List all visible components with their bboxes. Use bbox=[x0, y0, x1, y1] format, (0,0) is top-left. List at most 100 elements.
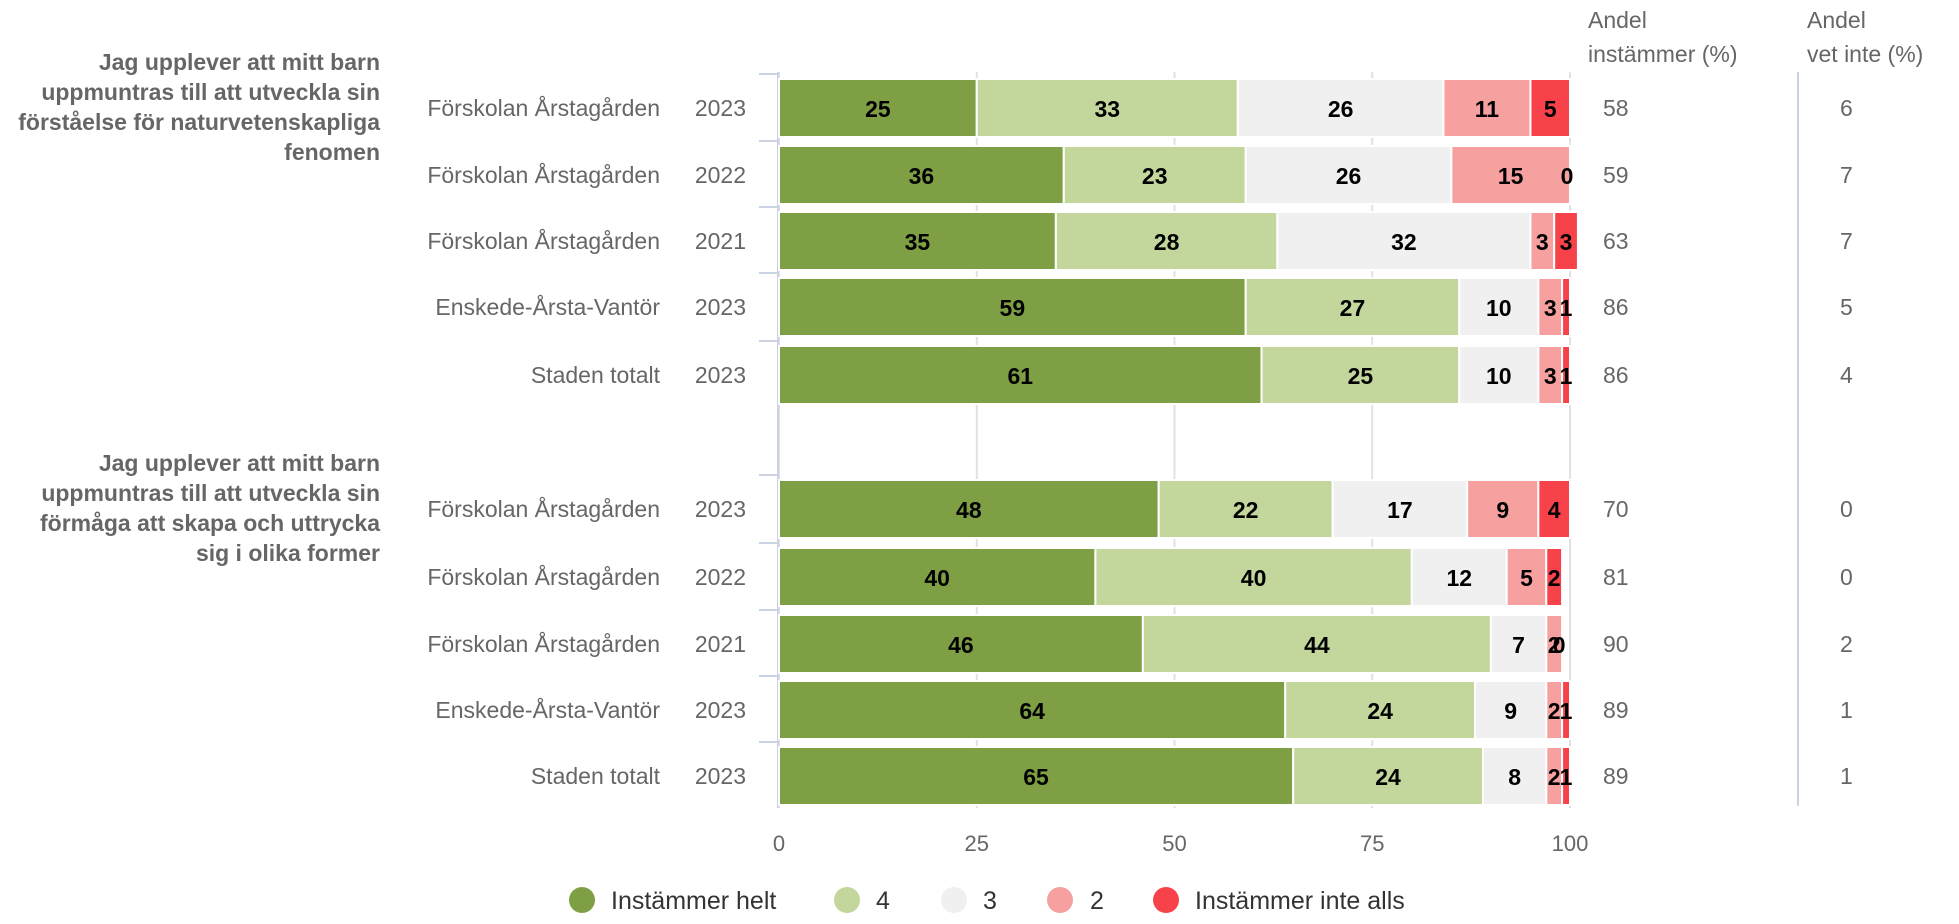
agree-percent-value: 90 bbox=[1603, 631, 1629, 657]
bar-value-label: 24 bbox=[1375, 764, 1401, 790]
bar-value-label: 32 bbox=[1391, 229, 1417, 255]
bar-segment bbox=[778, 614, 1144, 674]
question-title-line: Jag upplever att mitt barn bbox=[99, 49, 380, 75]
question-title-line: förståelse för naturvetenskapliga bbox=[18, 109, 380, 135]
bar-value-label: 9 bbox=[1504, 698, 1517, 724]
bar-segment bbox=[1529, 78, 1571, 138]
bar-segment bbox=[1244, 145, 1453, 205]
bar-value-label: 8 bbox=[1508, 764, 1521, 790]
legend-swatch bbox=[941, 887, 967, 913]
bar-value-label: 64 bbox=[1019, 698, 1045, 724]
bar-value-label: 1 bbox=[1560, 363, 1573, 389]
row-unit-label: Enskede-Årsta-Vantör bbox=[435, 293, 660, 320]
bar-segment bbox=[1236, 78, 1445, 138]
bar-value-label: 65 bbox=[1023, 764, 1049, 790]
row-unit-label: Förskolan Årstagården bbox=[427, 563, 660, 590]
legend-item-label: 2 bbox=[1090, 887, 1104, 915]
bar-value-label: 2 bbox=[1548, 764, 1561, 790]
x-axis: 0 25 50 75 100 bbox=[773, 831, 1588, 856]
bar-segment bbox=[1244, 277, 1461, 337]
legend-swatch bbox=[834, 887, 860, 913]
dontknow-percent-value: 0 bbox=[1840, 496, 1853, 522]
bar-value-label: 46 bbox=[948, 632, 974, 658]
agree-percent-value: 89 bbox=[1603, 763, 1629, 789]
bar-value-label: 15 bbox=[1498, 163, 1524, 189]
bar-segment bbox=[778, 547, 1097, 607]
row-year-label: 2022 bbox=[695, 564, 746, 590]
legend: Instämmer helt 4 3 2 Instämmer inte alls bbox=[569, 887, 1405, 915]
agree-percent-value: 63 bbox=[1603, 228, 1629, 254]
row-year-label: 2023 bbox=[695, 294, 746, 320]
legend-swatch bbox=[569, 887, 595, 913]
row-unit-label: Förskolan Årstagården bbox=[427, 94, 660, 121]
x-tick-label: 75 bbox=[1360, 831, 1384, 856]
row-year-label: 2023 bbox=[695, 95, 746, 121]
row-unit-label: Staden totalt bbox=[531, 362, 661, 388]
bar-value-label: 2 bbox=[1548, 698, 1561, 724]
agree-column-header-line2: instämmer (%) bbox=[1588, 41, 1738, 67]
bar-segment bbox=[1331, 479, 1469, 539]
bar-segment bbox=[1062, 145, 1247, 205]
bar-segment bbox=[1276, 211, 1532, 271]
bar-segment bbox=[1466, 479, 1540, 539]
bar-segment bbox=[778, 680, 1287, 740]
bar-value-label: 61 bbox=[1007, 363, 1033, 389]
row-unit-label: Förskolan Årstagården bbox=[427, 161, 660, 188]
bar-value-label: 17 bbox=[1387, 497, 1413, 523]
bar-value-label: 35 bbox=[905, 229, 931, 255]
row-year-label: 2023 bbox=[695, 496, 746, 522]
row-labels: Jag upplever att mitt barn uppmuntras til… bbox=[18, 49, 746, 789]
bar-value-label: 9 bbox=[1496, 497, 1509, 523]
bar-segment bbox=[1458, 345, 1540, 405]
bar-value-label: 12 bbox=[1446, 565, 1472, 591]
bar-segment bbox=[778, 746, 1295, 806]
question-title-line: sig i olika former bbox=[196, 540, 380, 566]
bar-segment bbox=[1481, 746, 1548, 806]
row-unit-label: Förskolan Årstagården bbox=[427, 227, 660, 254]
legend-item-label: 4 bbox=[876, 887, 890, 915]
question-title-line: förmåga att skapa och uttrycka bbox=[40, 510, 380, 536]
bar-value-label: 0 bbox=[1561, 163, 1574, 189]
agree-column-header-line1: Andel bbox=[1588, 7, 1647, 33]
bar-segment bbox=[1450, 145, 1571, 205]
dontknow-percent-value: 1 bbox=[1840, 763, 1853, 789]
bar-segment bbox=[1157, 479, 1334, 539]
x-tick-label: 0 bbox=[773, 831, 785, 856]
bar-segment bbox=[778, 78, 978, 138]
bar-segment bbox=[778, 145, 1065, 205]
bar-segment bbox=[1561, 746, 1571, 806]
bar-value-label: 1 bbox=[1560, 295, 1573, 321]
bar-value-label: 2 bbox=[1548, 632, 1561, 658]
bar-value-label: 26 bbox=[1328, 96, 1354, 122]
agree-percent-value: 86 bbox=[1603, 362, 1629, 388]
bar-value-label: 1 bbox=[1560, 698, 1573, 724]
row-unit-label: Förskolan Årstagården bbox=[427, 495, 660, 522]
bar-segment bbox=[1537, 479, 1571, 539]
bar-value-label: 27 bbox=[1340, 295, 1366, 321]
bar-value-label: 10 bbox=[1486, 295, 1512, 321]
bar-value-label: 25 bbox=[865, 96, 891, 122]
bar-value-label: 5 bbox=[1520, 565, 1533, 591]
bar-segment bbox=[778, 479, 1160, 539]
bar-area: 25 33 26 11 536 23 26 15 035 28 32 3 359 27 10 3 161 25 10… bbox=[778, 78, 1579, 806]
bar-value-label: 0 bbox=[1553, 632, 1566, 658]
dontknow-percent-value: 2 bbox=[1840, 631, 1853, 657]
bar-value-label: 40 bbox=[924, 565, 950, 591]
row-unit-label: Enskede-Årsta-Vantör bbox=[435, 696, 660, 723]
bar-value-label: 3 bbox=[1544, 295, 1557, 321]
bar-segment bbox=[1474, 680, 1548, 740]
legend-item-label: Instämmer helt bbox=[611, 887, 776, 915]
dontknow-percent-value: 4 bbox=[1840, 362, 1853, 388]
bar-segment bbox=[1054, 211, 1279, 271]
bar-value-label: 4 bbox=[1548, 497, 1561, 523]
legend-item-label: Instämmer inte alls bbox=[1195, 887, 1405, 915]
agree-percent-value: 58 bbox=[1603, 95, 1629, 121]
bar-value-label: 44 bbox=[1304, 632, 1330, 658]
question-title-line: fenomen bbox=[284, 139, 380, 165]
question-title-line: Jag upplever att mitt barn bbox=[99, 450, 380, 476]
bar-value-label: 23 bbox=[1142, 163, 1168, 189]
bar-value-label: 48 bbox=[956, 497, 982, 523]
row-unit-label: Staden totalt bbox=[531, 763, 661, 789]
dontknow-column-header-line2: vet inte (%) bbox=[1807, 41, 1923, 67]
x-tick-label: 100 bbox=[1552, 831, 1589, 856]
